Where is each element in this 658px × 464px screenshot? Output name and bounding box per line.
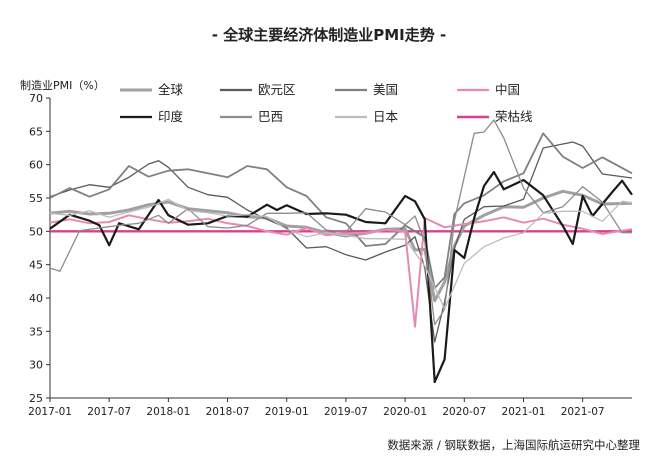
x-tick-label: 2017-07 [87,406,131,418]
legend-item: 日本 [335,109,399,124]
y-tick-label: 55 [29,192,43,205]
y-axis-label: 制造业PMI（%） [20,78,105,92]
x-tick-label: 2019-07 [324,406,368,418]
y-tick-label: 50 [29,225,43,238]
series-line-印度 [49,170,633,384]
y-tick-label: 45 [29,259,43,272]
series-line-日本 [49,198,633,310]
axes: 25 30 35 40 45 50 55 60 65 70 2017-01 2017-07 2018-0… [28,92,632,418]
source-note: 数据来源 / 钢联数据，上海国际航运研究中心整理 [387,438,640,452]
x-tick-label: 2018-01 [146,406,190,418]
series-line-美国 [49,132,633,289]
y-tick-label: 65 [29,125,43,138]
x-tick-label: 2018-07 [206,406,250,418]
y-tick-label: 70 [29,92,43,105]
legend-label: 日本 [373,109,399,124]
legend-label: 欧元区 [258,82,296,97]
legend-item: 巴西 [220,109,283,124]
legend-label: 中国 [495,82,520,97]
series-line-欧元区 [49,141,633,343]
legend-item: 欧元区 [220,82,296,97]
legend-label: 全球 [158,82,184,97]
y-tick-label: 25 [29,392,43,405]
y-tick-label: 35 [29,325,43,338]
y-tick-label: 60 [29,159,43,172]
x-tick-label: 2020-01 [383,406,427,418]
legend-label: 印度 [158,109,184,124]
legend-item: 美国 [335,82,398,97]
y-tick-label: 30 [29,359,43,372]
legend-item: 中国 [457,82,520,97]
legend-label: 巴西 [258,109,283,124]
x-tick-label: 2017-01 [28,406,72,418]
x-tick-label: 2020-07 [442,406,486,418]
series-line-中国 [49,214,633,328]
chart-title: - 全球主要经济体制造业PMI走势 - [212,26,446,44]
series-line-全球 [49,189,633,303]
legend-item: 印度 [120,109,184,124]
legend-item: 全球 [120,82,184,97]
y-tick-label: 40 [29,292,43,305]
series-line-巴西 [49,119,632,326]
x-tick-label: 2019-01 [265,406,309,418]
legend-label: 荣枯线 [495,109,533,124]
series-lines [49,119,633,384]
x-tick-label: 2021-01 [502,406,546,418]
legend-label: 美国 [373,82,398,97]
x-tick-label: 2021-07 [561,406,605,418]
legend-item: 荣枯线 [457,109,533,124]
